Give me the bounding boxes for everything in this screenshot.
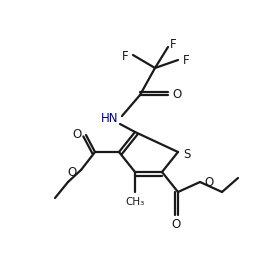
Text: O: O — [204, 175, 214, 188]
Text: F: F — [122, 51, 128, 64]
Text: O: O — [68, 166, 77, 178]
Text: F: F — [170, 39, 176, 51]
Text: CH₃: CH₃ — [125, 197, 145, 207]
Text: O: O — [171, 219, 181, 232]
Text: S: S — [183, 147, 191, 161]
Text: F: F — [183, 54, 189, 67]
Text: O: O — [72, 128, 82, 142]
Text: HN: HN — [101, 111, 119, 125]
Text: O: O — [172, 89, 182, 101]
